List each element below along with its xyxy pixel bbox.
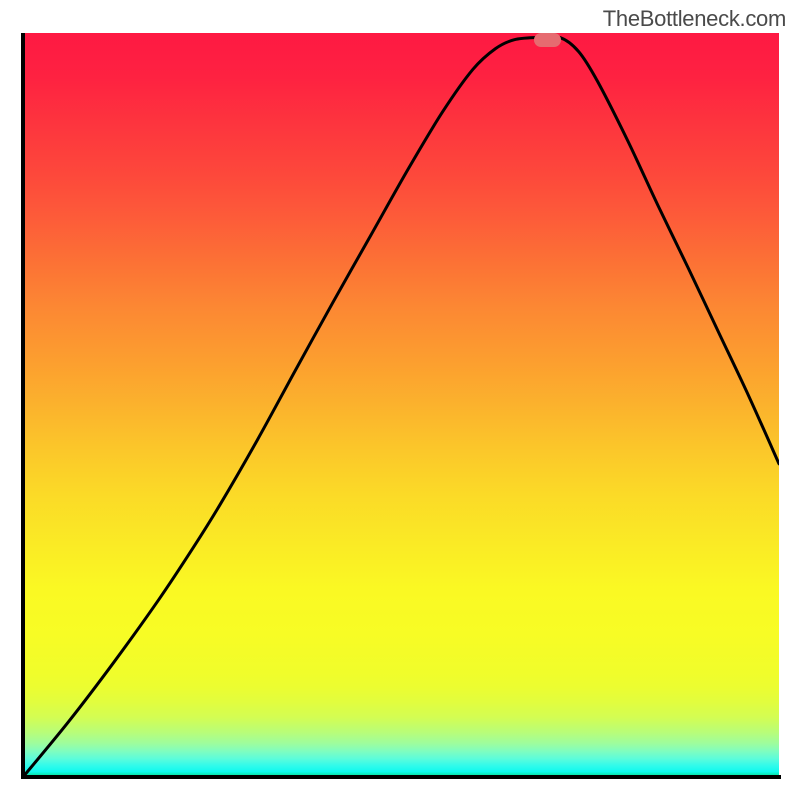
- y-axis: [21, 33, 25, 779]
- bottleneck-curve: [23, 33, 779, 777]
- x-axis: [21, 775, 781, 779]
- sweet-spot-marker: [534, 33, 561, 47]
- plot-area: [23, 33, 779, 777]
- watermark-text: TheBottleneck.com: [603, 6, 786, 32]
